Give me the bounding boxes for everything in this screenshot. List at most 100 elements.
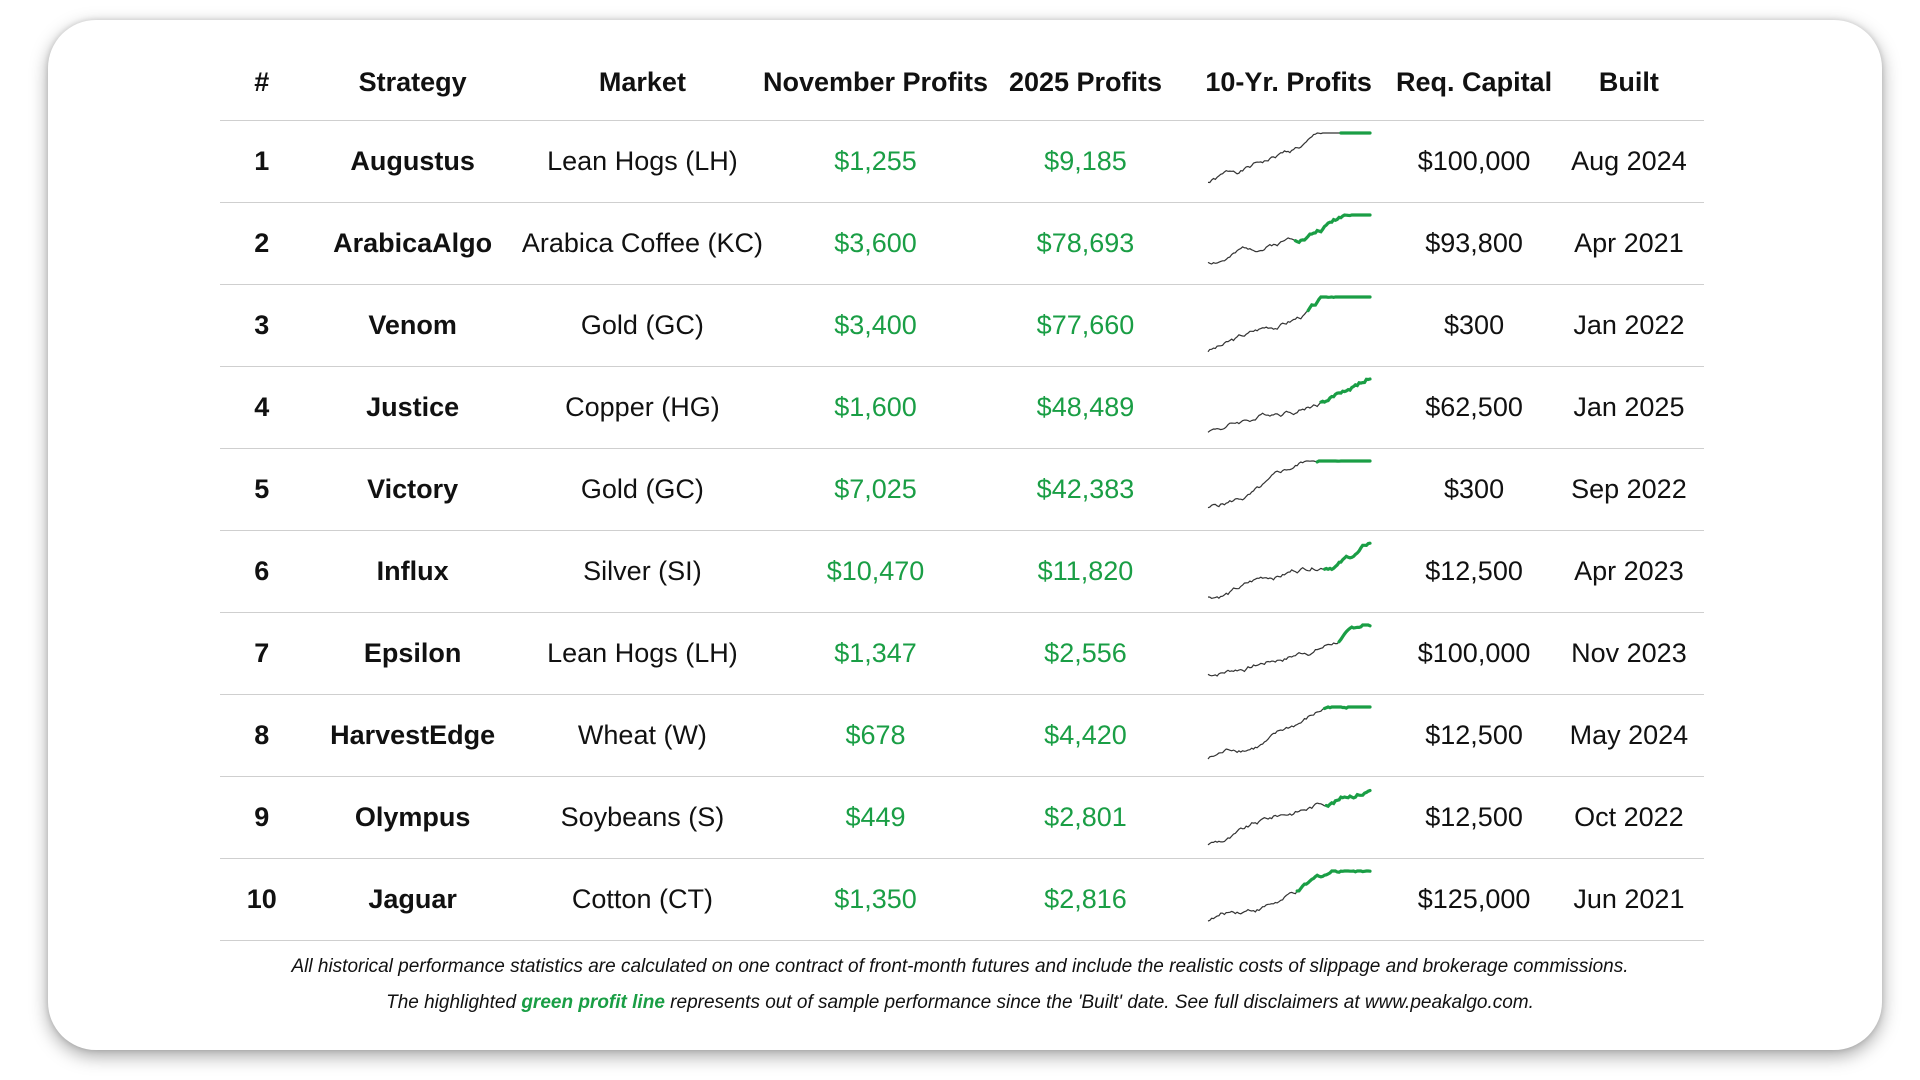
cell-market: Gold (GC) (521, 284, 763, 367)
cell-november-profits: $7,025 (762, 448, 989, 531)
in-sample-line (1207, 236, 1296, 265)
table-row: 5 Victory Gold (GC) $7,025 $42,383 $300 Sep 20… (220, 448, 1704, 531)
cell-strategy: Olympus (303, 776, 522, 859)
cell-built: Apr 2021 (1553, 202, 1704, 285)
cell-2025-profits: $2,801 (988, 776, 1183, 859)
in-sample-line (1207, 890, 1298, 922)
cell-req-capital: $125,000 (1394, 858, 1554, 941)
cell-2025-profits: $77,660 (988, 284, 1183, 367)
footer-disclaimer: All historical performance statistics ar… (291, 956, 1629, 977)
cell-market: Gold (GC) (521, 448, 763, 531)
out-of-sample-profit-line (1306, 294, 1372, 312)
header-strategy: Strategy (303, 45, 522, 121)
equity-sparkline (1207, 376, 1372, 433)
cell-strategy: Justice (303, 366, 522, 449)
cell-market: Soybeans (S) (521, 776, 763, 859)
cell-req-capital: $300 (1394, 448, 1554, 531)
cell-built: Nov 2023 (1553, 612, 1704, 695)
equity-sparkline (1207, 294, 1372, 352)
cell-november-profits: $449 (762, 776, 989, 859)
table-row: 3 Venom Gold (GC) $3,400 $77,660 $300 Jan 2022 (220, 284, 1704, 367)
in-sample-line (1207, 309, 1309, 352)
cell-built: Oct 2022 (1553, 776, 1704, 859)
cell-market: Copper (HG) (521, 366, 763, 449)
cell-market: Lean Hogs (LH) (521, 612, 763, 695)
out-of-sample-profit-line (1318, 376, 1372, 404)
out-of-sample-profit-line (1315, 458, 1372, 464)
equity-sparkline (1207, 622, 1372, 677)
cell-req-capital: $100,000 (1394, 120, 1554, 203)
out-of-sample-profit-line (1293, 212, 1372, 244)
equity-sparkline (1207, 458, 1372, 508)
cell-rank: 9 (220, 776, 304, 859)
cell-10yr-sparkline (1182, 858, 1395, 941)
in-sample-line (1207, 640, 1340, 677)
cell-strategy: Victory (303, 448, 522, 531)
out-of-sample-profit-line (1295, 868, 1372, 893)
cell-strategy: Venom (303, 284, 522, 367)
header-req-capital: Req. Capital (1394, 45, 1554, 121)
cell-rank: 8 (220, 694, 304, 777)
footer-note-post: represents out of sample performance sin… (670, 992, 1534, 1013)
out-of-sample-profit-line (1324, 788, 1372, 808)
header-rank: # (220, 45, 304, 121)
cell-10yr-sparkline (1182, 694, 1395, 777)
cell-built: Apr 2023 (1553, 530, 1704, 613)
cell-rank: 3 (220, 284, 304, 367)
cell-built: Jan 2025 (1553, 366, 1704, 449)
header-10yr-profits: 10-Yr. Profits (1182, 45, 1395, 121)
cell-10yr-sparkline (1182, 448, 1395, 531)
cell-strategy: ArabicaAlgo (303, 202, 522, 285)
cell-november-profits: $10,470 (762, 530, 989, 613)
cell-built: Jan 2022 (1553, 284, 1704, 367)
cell-rank: 7 (220, 612, 304, 695)
cell-november-profits: $3,400 (762, 284, 989, 367)
cell-2025-profits: $48,489 (988, 366, 1183, 449)
cell-market: Silver (SI) (521, 530, 763, 613)
table-row: 9 Olympus Soybeans (S) $449 $2,801 $12,500 Oct… (220, 776, 1704, 859)
cell-10yr-sparkline (1182, 366, 1395, 449)
out-of-sample-profit-line (1337, 622, 1372, 643)
table-row: 4 Justice Copper (HG) $1,600 $48,489 $62,500 J… (220, 366, 1704, 449)
out-of-sample-profit-line (1322, 704, 1372, 710)
table-row: 8 HarvestEdge Wheat (W) $678 $4,420 $12,500 Ma… (220, 694, 1704, 777)
cell-req-capital: $12,500 (1394, 530, 1554, 613)
cell-2025-profits: $4,420 (988, 694, 1183, 777)
table-row: 6 Influx Silver (SI) $10,470 $11,820 $12,500 A… (220, 530, 1704, 613)
cell-strategy: HarvestEdge (303, 694, 522, 777)
equity-sparkline (1207, 704, 1372, 759)
cell-strategy: Influx (303, 530, 522, 613)
in-sample-line (1207, 801, 1327, 845)
table-row: 10 Jaguar Cotton (CT) $1,350 $2,816 $125,000 J… (220, 858, 1704, 941)
cell-2025-profits: $11,820 (988, 530, 1183, 613)
cell-2025-profits: $78,693 (988, 202, 1183, 285)
cell-req-capital: $300 (1394, 284, 1554, 367)
cell-market: Arabica Coffee (KC) (521, 202, 763, 285)
out-of-sample-profit-line (1322, 541, 1372, 571)
footer-note-highlight: green profit line (521, 992, 665, 1013)
header-2025-profits: 2025 Profits (988, 45, 1183, 121)
equity-sparkline (1207, 130, 1372, 183)
cell-strategy: Jaguar (303, 858, 522, 941)
header-market: Market (521, 45, 763, 121)
equity-sparkline (1207, 541, 1372, 599)
cell-market: Cotton (CT) (521, 858, 763, 941)
cell-november-profits: $1,347 (762, 612, 989, 695)
cell-november-profits: $3,600 (762, 202, 989, 285)
cell-10yr-sparkline (1182, 530, 1395, 613)
in-sample-line (1207, 459, 1317, 508)
cell-req-capital: $12,500 (1394, 776, 1554, 859)
cell-req-capital: $62,500 (1394, 366, 1554, 449)
footer-note: The highlighted green profit line repres… (0, 992, 1920, 1014)
equity-sparkline (1207, 788, 1372, 845)
cell-built: Jun 2021 (1553, 858, 1704, 941)
cell-rank: 1 (220, 120, 304, 203)
cell-strategy: Augustus (303, 120, 522, 203)
cell-november-profits: $1,255 (762, 120, 989, 203)
table-body: 1 Augustus Lean Hogs (LH) $1,255 $9,185 $100,… (220, 120, 1704, 941)
cell-built: Sep 2022 (1553, 448, 1704, 531)
cell-10yr-sparkline (1182, 776, 1395, 859)
cell-november-profits: $1,350 (762, 858, 989, 941)
cell-10yr-sparkline (1182, 612, 1395, 695)
cell-built: Aug 2024 (1553, 120, 1704, 203)
